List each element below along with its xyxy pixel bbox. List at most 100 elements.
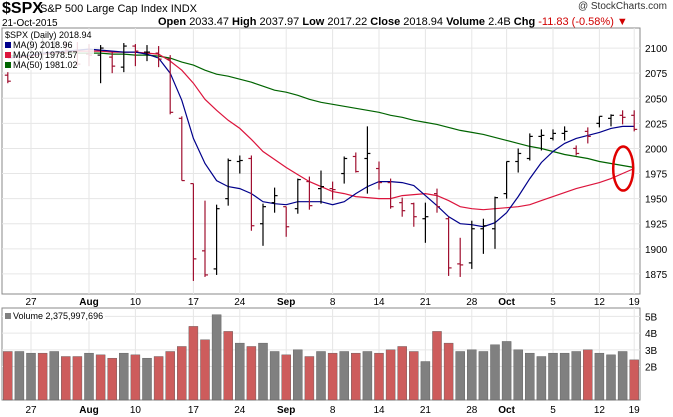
ohlc-bar (457, 237, 464, 277)
stockcharts-logo[interactable]: @ StockCharts.com (577, 1, 667, 12)
volume-bar (467, 349, 477, 401)
price-x-tick-Sep: Sep (277, 297, 295, 308)
volume-bar (351, 352, 361, 401)
close-value: 2018.94 (403, 16, 444, 28)
change-value: -11.83 (-0.58%) ▼ (538, 16, 628, 28)
volume-x-tick-8: 8 (330, 405, 336, 416)
ohlc-bar (526, 133, 533, 161)
volume-bar (269, 351, 280, 401)
high-value: 2037.97 (259, 16, 300, 28)
volume-bar (513, 349, 523, 401)
ohlc-bar (468, 220, 475, 269)
volume-bar (571, 351, 581, 401)
volume-bar (223, 331, 233, 401)
volume-legend: Volume 2,375,997,696 (3, 311, 106, 321)
ohlc-bar (213, 204, 220, 275)
quote-summary: Open 2033.47 High 2037.97 Low 2017.22 Cl… (158, 16, 628, 28)
volume-bar (559, 352, 570, 401)
volume-bar (177, 346, 187, 401)
price-x-tick-28: 28 (466, 297, 478, 308)
volume-label: Volume (446, 16, 486, 28)
volume-bar (107, 357, 117, 401)
volume-bar (281, 354, 291, 401)
ohlc-bar (120, 43, 127, 73)
ohlc-bar (236, 155, 243, 174)
volume-bar (455, 351, 465, 401)
ohlc-bar (538, 129, 545, 151)
legend-ma20-text: MA(20) 1978.57 (13, 50, 78, 60)
volume-y-tick-2B: 2B (645, 363, 658, 374)
ohlc-bar (132, 44, 139, 67)
price-y-tick-2050: 2050 (645, 94, 668, 105)
volume-bar (501, 341, 512, 401)
volume-bar (327, 352, 338, 401)
ohlc-bar (155, 46, 162, 68)
ohlc-bar (561, 126, 568, 141)
price-x-tick-21: 21 (420, 297, 432, 308)
volume-x-tick-24: 24 (234, 405, 246, 416)
price-legend: $SPX (Daily) 2018.94 MA(9) 2018.96 MA(20… (3, 30, 94, 70)
volume-bar (165, 351, 175, 401)
ohlc-bar (422, 202, 429, 243)
volume-bar (3, 351, 13, 401)
volume-bar (84, 352, 94, 401)
volume-bar (490, 344, 500, 401)
ohlc-bar (352, 152, 359, 173)
ohlc-bar (376, 161, 382, 190)
price-y-tick-1875: 1875 (645, 270, 668, 281)
volume-x-tick-5: 5 (550, 405, 556, 416)
security-name: S&P 500 Large Cap Index INDX (40, 3, 197, 15)
volume-bar (385, 349, 396, 401)
price-x-tick-19: 19 (629, 297, 641, 308)
price-x-tick-17: 17 (188, 297, 200, 308)
change-text: -11.83 (-0.58%) (538, 16, 614, 28)
price-y-tick-1900: 1900 (645, 245, 668, 256)
volume-bar (536, 356, 547, 401)
exchange-label: INDX (170, 3, 197, 15)
ohlc-bar (178, 116, 185, 182)
low-value: 2017.22 (327, 16, 368, 28)
change-label: Chg (513, 16, 536, 28)
quote-date: 21-Oct-2015 (2, 18, 58, 29)
volume-bar (142, 357, 152, 401)
price-x-tick-Aug: Aug (79, 297, 98, 308)
legend-ma50-text: MA(50) 1981.02 (13, 60, 78, 70)
volume-bar (339, 351, 349, 401)
open-value: 2033.47 (189, 16, 229, 28)
price-x-tick-8: 8 (330, 297, 336, 308)
volume-bar (525, 352, 535, 401)
volume-bar (397, 346, 407, 401)
volume-x-tick-14: 14 (373, 405, 385, 416)
legend-ma9-text: MA(9) 2018.96 (13, 40, 73, 50)
volume-bar (153, 356, 164, 401)
price-y-tick-1975: 1975 (645, 170, 668, 181)
volume-bar (200, 339, 210, 401)
ohlc-bar (584, 127, 591, 144)
volume-x-tick-17: 17 (188, 405, 200, 416)
ohlc-bar (608, 114, 614, 127)
volume-x-tick-Aug: Aug (79, 405, 98, 416)
volume-swatch-icon (5, 313, 11, 319)
ohlc-bar (260, 203, 266, 246)
ohlc-bar (167, 55, 174, 115)
price-y-tick-1925: 1925 (645, 220, 668, 231)
price-y-tick-1950: 1950 (645, 195, 668, 206)
open-label: Open (158, 16, 187, 28)
high-label: High (232, 16, 257, 28)
ohlc-bar (144, 45, 150, 62)
down-arrow-icon: ▼ (616, 16, 628, 28)
volume-x-tick-10: 10 (130, 405, 142, 416)
ohlc-bar (225, 158, 232, 206)
volume-bar (26, 352, 36, 401)
volume-bar (61, 356, 71, 401)
price-x-tick-10: 10 (130, 297, 142, 308)
volume-bar (119, 352, 129, 401)
ohlc-bar (434, 188, 440, 213)
volume-bar (432, 331, 442, 401)
ohlc-bar (399, 197, 406, 217)
price-legend-main: $SPX (Daily) 2018.94 (5, 30, 92, 40)
volume-bar (548, 352, 558, 401)
volume-bar (629, 359, 639, 401)
ma9-swatch-icon (5, 42, 11, 48)
